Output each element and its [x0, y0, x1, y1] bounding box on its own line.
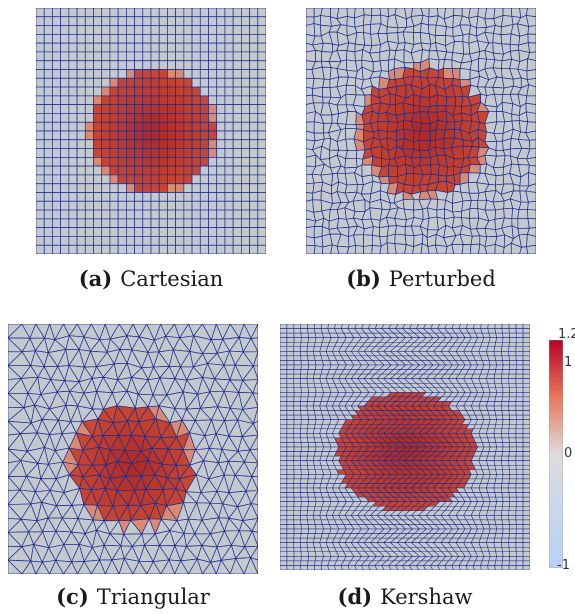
caption-tag-a: (a): [78, 266, 113, 291]
colorbar-label-one: 1: [564, 355, 573, 370]
triangular-mesh-plot: [8, 324, 258, 574]
caption-label-a: Cartesian: [120, 267, 224, 291]
colorbar-gradient: [548, 339, 564, 569]
caption-kershaw: (d) Kershaw: [280, 584, 530, 609]
panel-cartesian: [36, 8, 266, 254]
caption-perturbed: (b) Perturbed: [306, 266, 536, 291]
caption-tag-d: (d): [337, 584, 373, 609]
colorbar-label-max: 1.2: [558, 327, 575, 342]
caption-cartesian: (a) Cartesian: [36, 266, 266, 291]
caption-tag-b: (b): [346, 266, 381, 291]
perturbed-mesh-plot: [306, 8, 536, 254]
panel-triangular: [8, 324, 258, 574]
caption-triangular: (c) Triangular: [8, 584, 258, 609]
caption-label-c: Triangular: [96, 585, 210, 609]
colorbar-label-zero: 0: [564, 446, 573, 461]
colorbar-label-min: -1: [557, 558, 570, 573]
cartesian-mesh-plot: [36, 8, 266, 254]
caption-label-d: Kershaw: [380, 585, 473, 609]
panel-kershaw: [280, 324, 530, 570]
colorbar: [548, 339, 564, 572]
panel-perturbed: [306, 8, 536, 254]
caption-label-b: Perturbed: [388, 267, 496, 291]
kershaw-mesh-plot: [280, 324, 530, 570]
caption-tag-c: (c): [56, 584, 89, 609]
